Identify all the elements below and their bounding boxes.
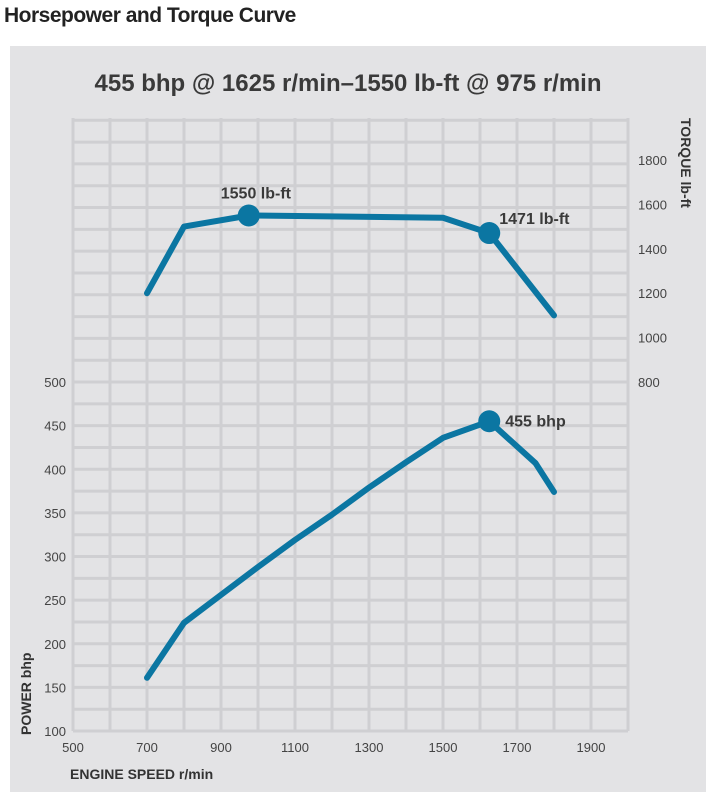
x-tick-label: 700 [136,740,158,755]
annotation-label: 1550 lb-ft [221,186,292,203]
y-right-tick-label: 800 [638,375,660,390]
x-tick-label: 1900 [577,740,606,755]
y-right-tick-label: 1600 [638,197,667,212]
y-left-tick-label: 350 [44,506,66,521]
x-tick-label: 900 [210,740,232,755]
y-left-tick-label: 150 [44,680,66,695]
x-tick-label: 1500 [429,740,458,755]
annotation-marker [478,222,501,245]
y-left-tick-label: 300 [44,550,66,565]
y-right-tick-label: 1000 [638,331,667,346]
annotation-label: 1471 lb-ft [499,211,570,228]
y-right-tick-label: 1200 [638,286,667,301]
series-line-torque [144,212,557,319]
y-left-tick-label: 450 [44,419,66,434]
chart-subtitle: 455 bhp @ 1625 r/min–1550 lb-ft @ 975 r/… [95,70,602,97]
series-line-power [144,418,557,681]
y-left-tick-label: 250 [44,593,66,608]
annotation-marker [478,410,501,433]
x-axis-label: ENGINE SPEED r/min [70,766,213,782]
y-right-tick-label: 1800 [638,153,667,168]
y-left-tick-label: 200 [44,637,66,652]
x-tick-label: 1700 [503,740,532,755]
y-left-tick-label: 100 [44,724,66,739]
annotation-marker [237,204,260,227]
y-left-axis-label: POWER bhp [18,653,34,735]
y-right-tick-label: 1400 [638,242,667,257]
y-left-tick-label: 500 [44,375,66,390]
y-left-tick-label: 400 [44,462,66,477]
x-tick-label: 1300 [355,740,384,755]
x-tick-label: 500 [62,740,84,755]
annotation-label: 455 bhp [505,413,566,430]
y-right-axis-label: TORQUE lb-ft [678,118,694,208]
chart-title: Horsepower and Torque Curve [4,4,296,27]
x-tick-label: 1100 [281,740,309,755]
